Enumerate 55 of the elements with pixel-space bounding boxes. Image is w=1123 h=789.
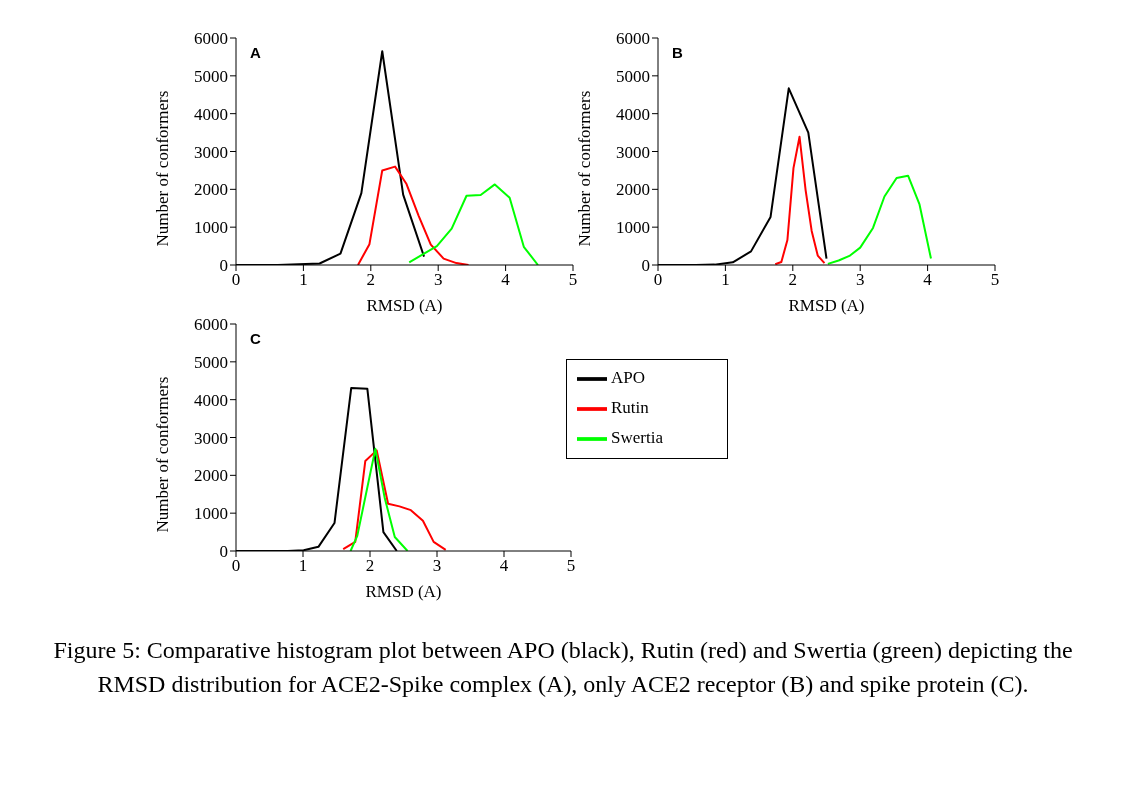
y-tick-label: 2000	[194, 466, 228, 486]
y-tick-label: 1000	[194, 218, 228, 238]
y-tick-label: 3000	[616, 142, 650, 162]
x-axis-title: RMSD (A)	[366, 296, 443, 315]
x-tick-label: 4	[923, 270, 933, 290]
x-tick-label: 5	[990, 270, 1000, 290]
line-series	[342, 449, 447, 551]
x-tick-label: 4	[501, 270, 511, 290]
line-series	[826, 174, 932, 265]
legend-label: APO	[611, 367, 646, 387]
y-tick-label: 6000	[616, 29, 650, 49]
y-axis-title: Number of conformers	[153, 90, 173, 247]
chart-title: B	[672, 44, 683, 61]
y-tick-label: 0	[219, 542, 228, 562]
y-tick-label: 2000	[194, 180, 228, 200]
x-tick-label: 2	[365, 556, 375, 576]
legend-label: Rutin	[611, 397, 649, 417]
y-tick-label: 3000	[194, 142, 228, 162]
y-tick-label: 1000	[194, 504, 228, 524]
y-tick-label: 4000	[616, 104, 650, 124]
y-tick-label: 3000	[194, 428, 228, 448]
line-series	[408, 183, 539, 265]
y-tick-label: 2000	[616, 180, 650, 200]
line-series	[349, 447, 409, 551]
x-tick-label: 0	[653, 270, 663, 290]
y-tick-label: 6000	[194, 29, 228, 49]
y-tick-label: 5000	[194, 352, 228, 372]
line-series	[774, 135, 826, 265]
x-tick-label: 3	[433, 270, 443, 290]
y-tick-label: 4000	[194, 390, 228, 410]
x-tick-label: 5	[566, 556, 576, 576]
chart-title: C	[250, 330, 261, 347]
y-tick-label: 6000	[194, 315, 228, 335]
x-axis-title: RMSD (A)	[788, 296, 865, 315]
x-tick-label: 5	[568, 270, 578, 290]
x-tick-label: 2	[788, 270, 798, 290]
y-tick-label: 5000	[194, 66, 228, 86]
x-axis-title: RMSD (A)	[365, 582, 442, 601]
caption: Figure 5: Comparative histogram plot between APO (black), Rutin (red) and Swertia (green) depicting the RMSD distribution for ACE2-Spike complex (A), only ACE2 receptor (B) and spike protein (C).	[52, 636, 1074, 699]
x-tick-label: 1	[298, 556, 308, 576]
chart-title: A	[250, 44, 261, 61]
x-tick-label: 1	[299, 270, 308, 290]
x-tick-label: 1	[721, 270, 730, 290]
x-tick-label: 3	[432, 556, 442, 576]
x-tick-label: 2	[366, 270, 376, 290]
y-tick-label: 0	[219, 256, 228, 276]
y-tick-label: 5000	[616, 66, 650, 86]
y-tick-label: 4000	[194, 104, 228, 124]
y-tick-label: 1000	[616, 218, 650, 238]
x-tick-label: 4	[499, 556, 509, 576]
y-tick-label: 0	[641, 256, 650, 276]
x-tick-label: 3	[855, 270, 865, 290]
legend-label: Swertia	[611, 427, 663, 447]
y-axis-title: Number of conformers	[153, 376, 173, 533]
y-axis-title: Number of conformers	[575, 90, 595, 247]
